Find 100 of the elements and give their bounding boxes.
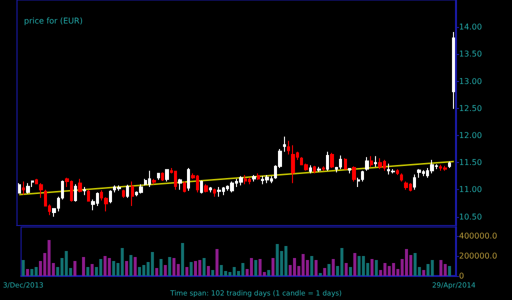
bar xyxy=(160,259,163,276)
y-tick-label: 13.00 xyxy=(459,76,482,86)
bar xyxy=(388,266,391,276)
bar xyxy=(284,246,288,276)
bar xyxy=(323,268,326,276)
y-tick-label: 11.50 xyxy=(459,158,482,168)
candlestick xyxy=(291,144,295,184)
candlestick xyxy=(183,181,186,193)
candlestick xyxy=(430,159,434,174)
y-tick-label: 11.00 xyxy=(459,185,482,194)
bar xyxy=(112,261,116,276)
candlestick xyxy=(244,174,247,185)
bar xyxy=(430,260,434,276)
candlestick xyxy=(374,156,377,168)
text: price for (EUR) xyxy=(24,16,83,26)
bar xyxy=(125,261,128,276)
candlestick xyxy=(161,172,164,182)
bar xyxy=(86,267,90,276)
bar xyxy=(104,256,107,276)
candlestick xyxy=(378,158,382,170)
candlestick xyxy=(400,172,403,182)
y-tick-label: 400000.0 xyxy=(459,232,498,240)
candlestick xyxy=(239,176,243,186)
bar xyxy=(142,265,146,276)
candlestick xyxy=(452,31,455,110)
bar xyxy=(164,265,167,276)
candlestick xyxy=(448,161,451,169)
bar xyxy=(232,267,236,276)
candlestick xyxy=(330,152,334,169)
bar xyxy=(48,240,51,276)
candlestick xyxy=(139,184,143,194)
bar xyxy=(340,248,344,276)
bar xyxy=(82,257,86,276)
bar xyxy=(129,255,132,276)
candlestick xyxy=(417,168,421,178)
bar xyxy=(448,266,452,276)
candlestick xyxy=(326,151,329,172)
candlestick xyxy=(174,170,177,190)
candlestick xyxy=(365,156,369,172)
candlestick xyxy=(313,165,316,174)
candlestick xyxy=(391,168,395,174)
candlestick xyxy=(109,190,112,204)
bar xyxy=(138,267,142,276)
candlestick xyxy=(78,178,82,193)
candlestick xyxy=(178,178,182,190)
bar xyxy=(155,268,158,276)
candlestick xyxy=(26,182,30,194)
candlestick xyxy=(370,156,373,168)
bar xyxy=(267,270,270,276)
candlestick xyxy=(22,181,25,196)
candlestick xyxy=(126,184,129,198)
candlestick xyxy=(352,166,356,182)
bar xyxy=(344,263,348,276)
bar xyxy=(90,264,94,276)
candlestick xyxy=(213,188,216,198)
candlestick xyxy=(443,165,447,172)
bar xyxy=(348,267,352,276)
candlestick xyxy=(387,163,390,176)
candlestick xyxy=(217,186,221,198)
candlestick xyxy=(413,174,416,190)
bar xyxy=(108,258,111,276)
bar xyxy=(73,261,76,276)
candlestick xyxy=(39,182,43,198)
bar xyxy=(190,262,193,276)
candlestick xyxy=(18,182,21,194)
bar xyxy=(216,249,219,276)
bar xyxy=(332,259,335,276)
candlestick xyxy=(74,184,77,202)
bar xyxy=(314,260,318,276)
bar xyxy=(185,267,188,276)
bar xyxy=(241,263,244,276)
bar xyxy=(422,270,426,276)
candlestick xyxy=(252,174,256,182)
candlestick xyxy=(165,169,169,182)
bar xyxy=(134,257,137,276)
bar xyxy=(168,257,172,276)
y-tick-label: 10.50 xyxy=(459,212,482,222)
bar xyxy=(370,259,374,276)
bar xyxy=(327,264,330,276)
candlestick xyxy=(344,158,347,170)
candlestick xyxy=(209,186,212,193)
bar xyxy=(202,258,206,276)
bar xyxy=(318,273,322,276)
bar xyxy=(258,259,262,276)
bar xyxy=(310,256,314,276)
bar xyxy=(26,269,30,276)
bar xyxy=(198,260,202,276)
candlestick xyxy=(248,177,251,185)
candlestick xyxy=(348,168,351,174)
bar xyxy=(362,256,365,276)
candlestick xyxy=(131,181,134,206)
bar xyxy=(206,266,210,276)
y-tick-label: 12.00 xyxy=(459,130,482,140)
candlestick xyxy=(87,189,90,202)
bar xyxy=(271,258,274,276)
y-tick-label: 0 xyxy=(459,272,464,280)
bar xyxy=(99,259,102,276)
candlestick xyxy=(283,136,286,152)
bar xyxy=(353,253,356,276)
bar xyxy=(276,244,279,276)
